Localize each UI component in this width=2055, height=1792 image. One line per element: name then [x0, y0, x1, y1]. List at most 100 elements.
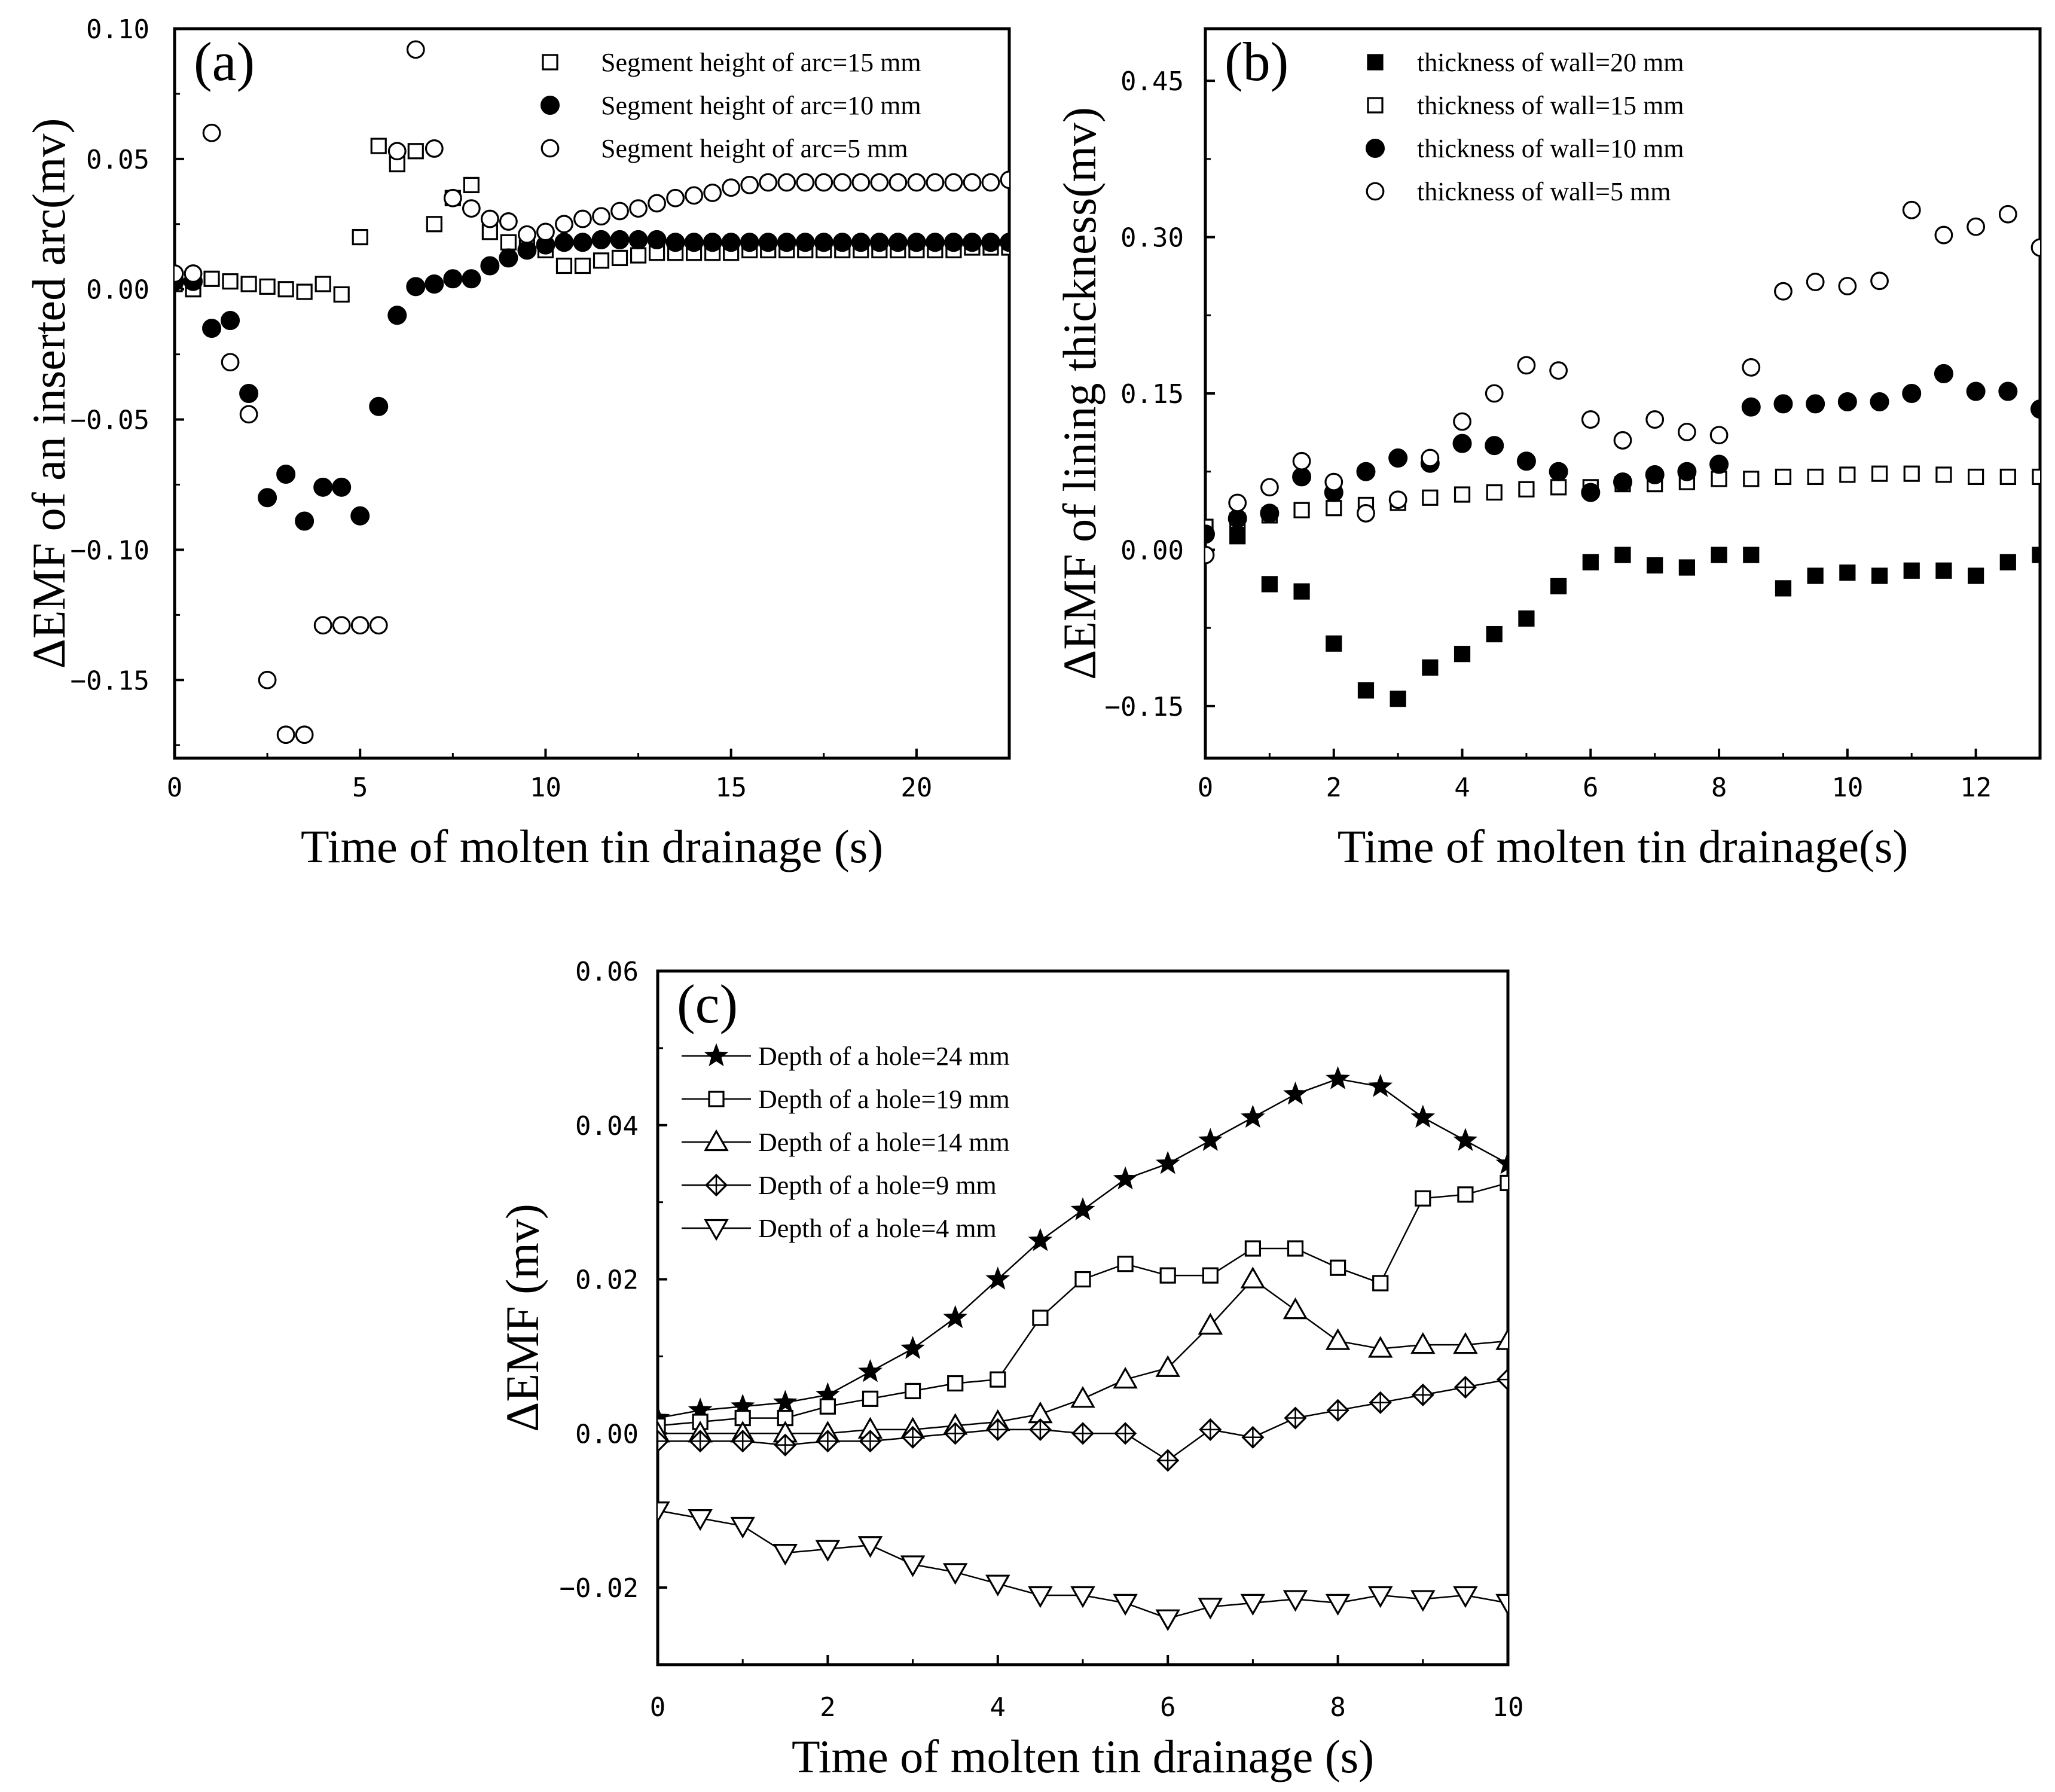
marker-circle-filled	[703, 233, 722, 252]
marker-diamond-cross	[731, 1430, 755, 1453]
marker-square-open	[500, 234, 517, 251]
legend-label: Depth of a hole=9 mm	[758, 1171, 997, 1200]
marker-square-open	[1032, 1309, 1049, 1326]
marker-triangle-up	[704, 1129, 729, 1152]
marker-square-filled	[1871, 567, 1888, 584]
legend-label: Depth of a hole=24 mm	[758, 1042, 1010, 1071]
y-axis-label: ΔEMF (mv)	[496, 1204, 548, 1432]
marker-square-open	[2032, 468, 2040, 486]
marker-circle-open	[759, 173, 778, 192]
marker-circle-filled	[888, 233, 908, 252]
marker-square-open	[1871, 465, 1888, 482]
marker-circle-open	[295, 725, 314, 744]
marker-square-open	[574, 257, 591, 274]
marker-circle-open	[963, 173, 982, 192]
marker-star	[985, 1266, 1010, 1290]
marker-circle-open	[1902, 200, 1921, 219]
marker-square-open	[593, 252, 610, 269]
marker-circle-filled	[1934, 364, 1953, 383]
marker-square-filled	[1261, 576, 1278, 593]
marker-square-open	[1293, 502, 1310, 518]
marker-circle-open	[425, 139, 444, 158]
marker-circle-open	[518, 225, 536, 244]
marker-circle-filled	[628, 230, 648, 249]
legend-item: thickness of wall=15 mm	[1367, 91, 1684, 120]
marker-circle-open	[1806, 273, 1825, 291]
marker-square-filled	[1422, 659, 1439, 676]
marker-square-open	[426, 216, 442, 233]
marker-circle-filled	[591, 230, 611, 249]
x-tick-label: 8	[1711, 773, 1727, 803]
series-1	[658, 1066, 1508, 1428]
x-tick-label: 2	[820, 1692, 836, 1723]
marker-circle-filled	[925, 233, 945, 252]
marker-square-filled	[1454, 646, 1471, 663]
marker-circle-open	[777, 173, 796, 192]
marker-circle-filled	[1292, 467, 1312, 487]
marker-circle-open	[541, 139, 560, 158]
marker-circle-filled	[1837, 392, 1857, 411]
marker-circle-open	[573, 209, 592, 228]
marker-triangle-up	[1113, 1366, 1138, 1389]
marker-square-filled	[1293, 583, 1310, 600]
marker-circle-filled	[425, 274, 444, 294]
marker-star	[772, 1390, 798, 1414]
marker-diamond-cross	[943, 1422, 967, 1445]
marker-circle-open	[2030, 238, 2040, 257]
marker-circle-filled	[1613, 472, 1633, 492]
marker-diamond-cross	[1284, 1406, 1307, 1430]
marker-circle-filled	[610, 230, 630, 249]
legend: thickness of wall=20 mm thickness of wall…	[1366, 48, 1684, 206]
y-tick-label: 0.00	[86, 275, 149, 306]
marker-circle-filled	[1549, 462, 1568, 481]
marker-circle-open	[1366, 182, 1385, 201]
marker-star	[1453, 1128, 1478, 1151]
marker-circle-open	[1613, 431, 1632, 450]
x-tick-label: 5	[352, 773, 368, 803]
marker-circle-open	[870, 173, 889, 192]
legend-label: Segment height of arc=15 mm	[601, 48, 921, 77]
marker-star	[900, 1336, 925, 1359]
series-2	[658, 1174, 1508, 1434]
marker-circle-filled	[480, 256, 500, 276]
marker-circle-filled	[1485, 436, 1504, 456]
marker-square-filled	[1229, 528, 1246, 545]
y-tick-label: −0.02	[560, 1573, 639, 1604]
marker-circle-open	[1677, 423, 1696, 441]
marker-square-open	[277, 281, 294, 298]
y-tick-label: 0.15	[1120, 379, 1184, 410]
marker-triangle-up	[1367, 1336, 1393, 1358]
marker-square-open	[862, 1390, 879, 1407]
marker-circle-open	[406, 40, 425, 59]
marker-triangle-down	[815, 1540, 841, 1562]
legend-item: Depth of a hole=4 mm	[682, 1214, 997, 1243]
marker-square-open	[1518, 481, 1535, 497]
marker-circle-open	[610, 202, 629, 221]
y-tick-label: 0.02	[575, 1265, 639, 1296]
marker-circle-open	[1581, 410, 1600, 429]
marker-diamond-cross	[816, 1430, 839, 1453]
marker-circle-filled	[981, 233, 1000, 252]
marker-circle-filled	[647, 230, 667, 249]
marker-circle-open	[1517, 356, 1536, 375]
series-group	[1205, 200, 2040, 707]
marker-square-open	[222, 273, 239, 290]
marker-square-filled	[1935, 562, 1952, 579]
y-tick-label: 0.04	[575, 1111, 639, 1141]
legend-label: thickness of wall=10 mm	[1417, 134, 1684, 163]
marker-circle-filled	[313, 477, 333, 497]
marker-triangle-down	[942, 1563, 968, 1585]
marker-circle-open	[555, 215, 573, 234]
marker-circle-open	[1967, 217, 1986, 236]
marker-diamond-cross	[1496, 1368, 1508, 1391]
marker-circle-filled	[795, 233, 815, 252]
marker-circle-filled	[684, 233, 704, 252]
marker-square-open	[1367, 97, 1384, 114]
x-tick-label: 12	[1960, 773, 1992, 803]
legend-item: thickness of wall=20 mm	[1367, 48, 1684, 77]
marker-triangle-up	[1495, 1328, 1508, 1350]
marker-circle-filled	[1366, 139, 1385, 158]
x-tick-label: 4	[1454, 773, 1470, 803]
marker-square-filled	[2032, 547, 2040, 563]
marker-circle-filled	[832, 233, 852, 252]
